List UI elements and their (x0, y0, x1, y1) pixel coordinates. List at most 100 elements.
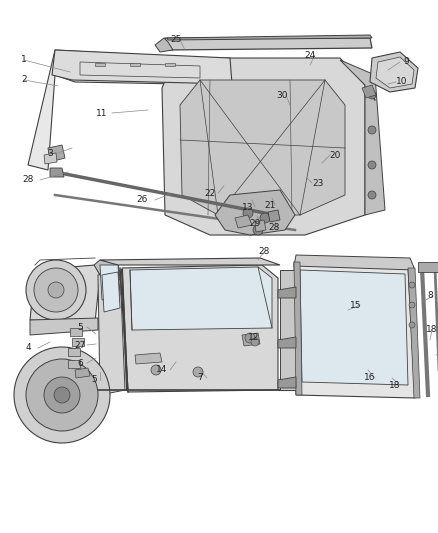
Polygon shape (155, 38, 173, 52)
Polygon shape (68, 360, 80, 368)
Text: 16: 16 (364, 374, 376, 383)
Polygon shape (75, 368, 90, 378)
Polygon shape (294, 255, 415, 270)
Circle shape (253, 225, 263, 235)
Polygon shape (300, 270, 408, 385)
Polygon shape (162, 58, 365, 235)
Polygon shape (52, 50, 232, 84)
Circle shape (26, 260, 86, 320)
Polygon shape (362, 85, 376, 98)
Circle shape (368, 126, 376, 134)
Circle shape (251, 338, 259, 346)
Polygon shape (235, 215, 252, 228)
Circle shape (193, 367, 203, 377)
Polygon shape (94, 260, 120, 280)
Polygon shape (180, 80, 345, 215)
Polygon shape (95, 63, 105, 66)
Circle shape (151, 365, 161, 375)
Polygon shape (70, 328, 82, 336)
Text: 26: 26 (136, 196, 148, 205)
Text: 23: 23 (312, 179, 324, 188)
Polygon shape (215, 190, 295, 235)
Polygon shape (370, 52, 418, 92)
Polygon shape (122, 265, 278, 392)
Polygon shape (130, 267, 272, 330)
Text: 18: 18 (426, 326, 438, 335)
Circle shape (14, 347, 110, 443)
Polygon shape (165, 63, 175, 66)
Polygon shape (167, 35, 372, 40)
Text: 12: 12 (248, 333, 260, 342)
Text: 9: 9 (403, 58, 409, 67)
Text: 2: 2 (21, 76, 27, 85)
Polygon shape (100, 258, 280, 265)
Polygon shape (418, 262, 438, 272)
Polygon shape (48, 145, 65, 162)
Polygon shape (340, 60, 385, 215)
Circle shape (409, 322, 415, 328)
Text: 5: 5 (77, 322, 83, 332)
Text: 18: 18 (389, 381, 401, 390)
Polygon shape (100, 265, 120, 300)
Text: 6: 6 (77, 359, 83, 367)
Polygon shape (72, 338, 84, 346)
Text: 28: 28 (22, 175, 34, 184)
Text: 4: 4 (25, 343, 31, 352)
Polygon shape (278, 287, 296, 298)
Circle shape (34, 268, 78, 312)
Text: 20: 20 (329, 150, 341, 159)
Circle shape (260, 213, 270, 223)
Polygon shape (294, 262, 302, 395)
Text: 7: 7 (197, 374, 203, 383)
Polygon shape (278, 377, 296, 388)
Circle shape (368, 161, 376, 169)
Polygon shape (255, 220, 266, 232)
Text: 14: 14 (156, 366, 168, 375)
Circle shape (368, 91, 376, 99)
Text: 25: 25 (170, 36, 182, 44)
Polygon shape (408, 268, 420, 398)
Polygon shape (44, 153, 57, 164)
Text: 27: 27 (74, 341, 86, 350)
Text: 28: 28 (268, 223, 280, 232)
Polygon shape (98, 270, 125, 395)
Circle shape (44, 377, 80, 413)
Polygon shape (242, 333, 260, 346)
Polygon shape (130, 63, 140, 66)
Circle shape (26, 359, 98, 431)
Text: 30: 30 (276, 91, 288, 100)
Circle shape (48, 282, 64, 298)
Polygon shape (268, 210, 280, 222)
Polygon shape (165, 38, 372, 50)
Polygon shape (135, 353, 162, 364)
Text: 24: 24 (304, 51, 316, 60)
Polygon shape (50, 168, 64, 177)
Polygon shape (68, 348, 80, 356)
Polygon shape (30, 265, 100, 322)
Text: 21: 21 (264, 200, 276, 209)
Text: 8: 8 (427, 292, 433, 301)
Text: 28: 28 (258, 247, 270, 256)
Polygon shape (30, 318, 98, 335)
Circle shape (243, 208, 253, 218)
Text: 11: 11 (96, 109, 108, 117)
Circle shape (54, 387, 70, 403)
Text: 10: 10 (396, 77, 408, 86)
Polygon shape (28, 50, 235, 170)
Text: 15: 15 (350, 301, 362, 310)
Circle shape (409, 282, 415, 288)
Text: 29: 29 (249, 219, 261, 228)
Text: 5: 5 (91, 376, 97, 384)
Circle shape (245, 333, 255, 343)
Text: 13: 13 (242, 203, 254, 212)
Circle shape (409, 302, 415, 308)
Circle shape (368, 191, 376, 199)
Text: 3: 3 (47, 149, 53, 157)
Polygon shape (278, 337, 296, 348)
Polygon shape (376, 57, 414, 88)
Polygon shape (102, 272, 120, 312)
Polygon shape (294, 262, 415, 398)
Text: 1: 1 (21, 55, 27, 64)
Text: 22: 22 (205, 189, 215, 198)
Polygon shape (280, 270, 296, 390)
